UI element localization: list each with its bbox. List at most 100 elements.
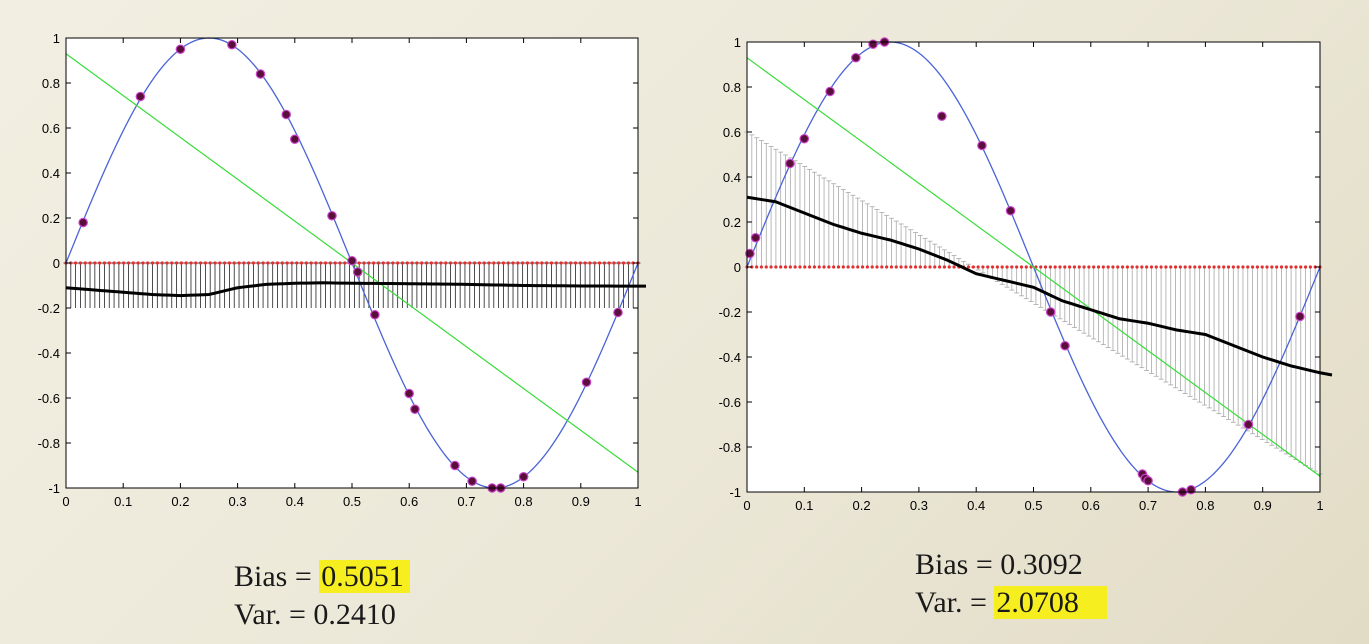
chart-1-zero-marker	[1101, 265, 1105, 269]
chart-0-sample-point	[404, 388, 414, 399]
chart-0-zero-marker	[107, 261, 111, 265]
chart-1-zero-marker	[1024, 265, 1028, 269]
chart-1-x-tick-label: 0.6	[1082, 498, 1100, 513]
chart-0-zero-marker	[271, 261, 275, 265]
chart-1-zero-marker	[1082, 265, 1086, 269]
chart-1-zero-marker	[1294, 265, 1298, 269]
chart-0-zero-marker	[521, 261, 525, 265]
chart-1-sample-point	[937, 111, 947, 122]
chart-1-zero-marker	[856, 265, 860, 269]
chart-0-zero-marker	[400, 261, 405, 265]
chart-0-zero-marker	[88, 261, 92, 265]
chart-1-x-tick-label: 0.7	[1139, 498, 1157, 513]
chart-1-zero-marker	[1043, 265, 1048, 269]
chart-0-zero-marker	[83, 261, 87, 265]
chart-0-zero-marker	[492, 261, 496, 265]
chart-1-zero-marker	[1270, 265, 1274, 269]
chart-1-zero-marker	[1140, 265, 1144, 269]
chart-1-zero-marker	[1198, 265, 1202, 269]
chart-0-zero-marker	[448, 261, 453, 265]
chart-0-zero-marker	[477, 261, 481, 265]
chart-1-zero-marker	[832, 265, 836, 269]
chart-0-sample-point	[450, 460, 460, 471]
chart-1-zero-marker	[1178, 265, 1182, 269]
chart-0-zero-marker	[458, 261, 462, 265]
chart-0-zero-marker	[381, 261, 385, 265]
chart-0-zero-marker	[112, 261, 116, 265]
chart-1-zero-marker	[918, 265, 922, 269]
chart-0-zero-marker	[194, 261, 198, 265]
chart-1-mean-prediction-line	[746, 195, 1333, 377]
chart-0-zero-marker	[242, 261, 246, 265]
chart-0-zero-marker	[415, 261, 419, 265]
chart-1-zero-marker	[841, 265, 845, 269]
chart-0-zero-marker	[434, 261, 438, 265]
chart-0-zero-marker	[429, 261, 433, 265]
chart-0-zero-marker	[146, 261, 150, 265]
chart-1-zero-marker	[1236, 265, 1240, 269]
chart-0-y-tick-label: -1	[48, 481, 60, 496]
chart-1-zero-marker	[1096, 265, 1101, 269]
chart-0-zero-marker	[376, 261, 381, 265]
chart-1-zero-marker	[995, 265, 999, 269]
chart-1-y-tick-label: -0.4	[719, 350, 741, 365]
chart-1-linear-fit-line	[746, 57, 1321, 477]
chart-0-zero-marker	[564, 261, 568, 265]
chart-0-zero-marker	[578, 261, 582, 265]
chart-1-zero-marker	[933, 265, 937, 269]
chart-0-zero-marker	[189, 261, 193, 265]
chart-1-zero-marker	[913, 265, 918, 269]
chart-1-sample-point	[1060, 340, 1070, 351]
chart-0-zero-marker	[626, 261, 630, 265]
chart-0-y-tick-label: -0.6	[38, 391, 60, 406]
chart-1-zero-marker	[1120, 265, 1125, 269]
bias-line-right: Bias = 0.3092	[915, 546, 1107, 584]
chart-0-sample-point	[352, 267, 363, 277]
chart-left-svg: 0 0.1 0.2 0.3 0.4 0.5 0.6 0.7 0.8 0.9 1 1 0.8 0.6 0.4 0…	[38, 31, 646, 509]
chart-1-y-tick-label: -0.2	[719, 305, 741, 320]
chart-0-zero-marker	[93, 261, 97, 265]
chart-0-zero-marker	[227, 261, 232, 265]
chart-0-zero-marker	[511, 261, 515, 265]
chart-1-sample-point	[1143, 475, 1153, 486]
stats-left: Bias = 0.5051 Var. = 0.2410	[234, 558, 410, 634]
chart-1-zero-marker	[779, 265, 783, 269]
chart-1-sample-point	[1045, 307, 1056, 317]
chart-0-zero-marker	[405, 261, 409, 265]
chart-1-zero-marker	[1299, 265, 1303, 269]
chart-0-sample-point	[281, 109, 292, 120]
chart-1-sample-point	[799, 133, 810, 144]
chart-0-zero-marker	[141, 261, 145, 265]
var-value-right: 2.0708	[994, 586, 1107, 619]
chart-1-zero-marker	[938, 265, 942, 269]
chart-0-zero-marker	[126, 261, 131, 265]
chart-0-sample-point	[518, 471, 529, 482]
chart-0-zero-marker	[319, 261, 323, 265]
chart-1-zero-marker	[1173, 265, 1178, 269]
chart-1-y-tick-label: 1	[734, 35, 741, 50]
chart-1-zero-marker	[803, 265, 807, 269]
chart-1-zero-marker	[1015, 265, 1019, 269]
chart-1-zero-marker	[952, 265, 956, 269]
chart-1-zero-marker	[971, 265, 975, 269]
chart-0-y-tick-label: 0.6	[42, 121, 60, 136]
chart-0-y-tick-label: -0.2	[38, 301, 60, 316]
chart-0-zero-marker	[198, 261, 203, 265]
chart-1-zero-marker	[851, 265, 855, 269]
chart-0-zero-marker	[482, 261, 486, 265]
chart-0-zero-marker	[367, 261, 371, 265]
chart-1-zero-marker	[1019, 265, 1024, 269]
chart-0-x-tick-label: 0	[62, 494, 69, 509]
chart-1-zero-marker	[865, 265, 869, 269]
chart-1-zero-marker	[1039, 265, 1043, 269]
chart-0-zero-marker	[391, 261, 395, 265]
chart-1-zero-marker	[1130, 265, 1134, 269]
chart-0-sample-point	[175, 44, 186, 55]
chart-1-zero-marker	[1241, 265, 1245, 269]
chart-1-zero-marker	[976, 265, 980, 269]
chart-1-zero-marker	[807, 265, 812, 269]
chart-0-zero-marker	[612, 261, 616, 265]
chart-1-zero-marker	[1231, 265, 1235, 269]
chart-1-zero-marker	[1255, 265, 1260, 269]
chart-0-zero-marker	[525, 261, 530, 265]
